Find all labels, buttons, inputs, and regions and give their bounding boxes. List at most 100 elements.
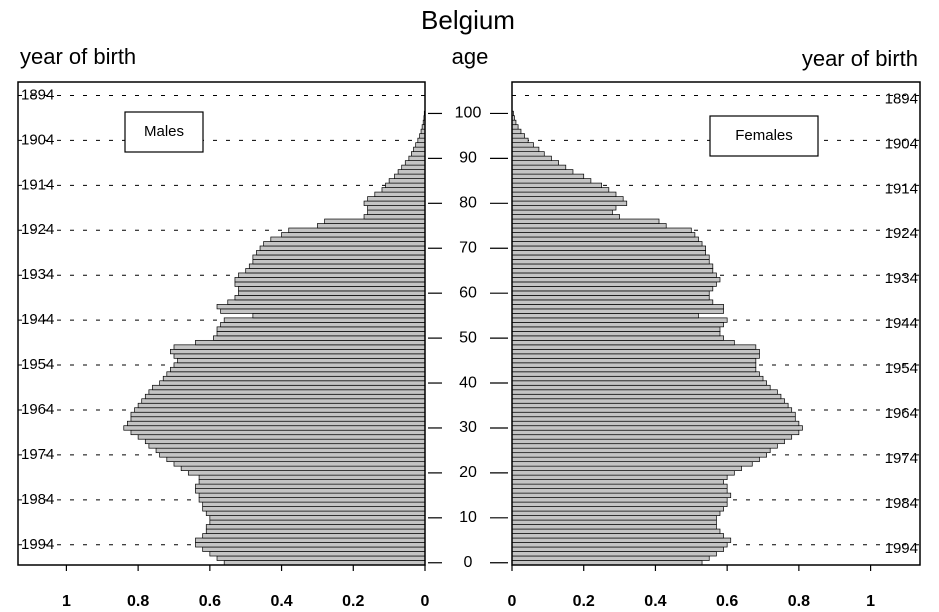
bar [511, 510, 721, 516]
bar [511, 236, 699, 242]
bar [511, 420, 800, 427]
bar [173, 362, 426, 368]
year-tick-label: 1914 [21, 176, 54, 193]
bar [259, 245, 426, 251]
bar [223, 317, 426, 323]
bar [511, 164, 567, 170]
bar [511, 209, 613, 215]
bar [511, 452, 767, 458]
bar [144, 393, 426, 400]
bar [511, 353, 760, 359]
x-tick-label: 1 [62, 593, 71, 610]
bar [195, 339, 426, 346]
bar [408, 155, 426, 161]
bar [511, 178, 592, 184]
bar [511, 393, 782, 400]
bar [511, 389, 778, 395]
year-tick-label: 1964 [21, 401, 54, 418]
bar [205, 528, 426, 534]
year-tick-label: 1974 [21, 446, 54, 463]
bar [173, 344, 426, 350]
bar [511, 182, 602, 188]
bar [252, 313, 426, 319]
x-tick-label: 0.4 [270, 593, 292, 610]
bar [511, 304, 724, 310]
bar [401, 164, 426, 170]
bar [511, 501, 728, 507]
bar [195, 488, 426, 494]
bar [397, 169, 426, 175]
bar [511, 281, 717, 287]
year-tick-label: 1894 [21, 86, 54, 103]
y-tick-label: 60 [459, 284, 477, 301]
bar [511, 524, 717, 530]
x-tick-label: 1 [866, 593, 875, 610]
bar [511, 335, 724, 341]
bar [363, 214, 426, 220]
bar [511, 443, 778, 449]
bar [198, 474, 426, 480]
x-tick-label: 0 [421, 593, 430, 610]
y-tick-label: 80 [459, 195, 477, 212]
year-tick-label: 1914 [885, 180, 918, 197]
bar [220, 308, 426, 314]
year-tick-label: 1994 [21, 536, 54, 553]
bar [216, 304, 426, 310]
bar [187, 470, 426, 476]
bar [511, 191, 617, 197]
year-tick-label: 1954 [885, 360, 918, 377]
y-tick-label: 0 [464, 554, 473, 571]
y-tick-label: 20 [459, 464, 477, 481]
plot-frame [511, 81, 921, 566]
year-tick-label: 1984 [21, 491, 54, 508]
bar [202, 533, 426, 539]
bar [511, 348, 760, 355]
bar [202, 546, 426, 552]
bar [511, 299, 714, 305]
legend-box [124, 111, 204, 153]
bar [511, 519, 717, 525]
y-tick-label: 30 [459, 419, 477, 436]
year-axis-label-right: year of birth [802, 46, 918, 71]
year-tick-label: 1964 [885, 405, 918, 422]
x-tick-label: 0.2 [342, 593, 364, 610]
bar [166, 456, 426, 463]
bar [511, 465, 742, 471]
bar [130, 411, 426, 418]
bar [381, 187, 426, 193]
bar [511, 331, 721, 337]
year-tick-label: 1934 [21, 266, 54, 283]
bar [511, 528, 721, 534]
legend-label: Males [144, 123, 184, 140]
bar [511, 371, 760, 377]
bar [213, 335, 426, 341]
bar [511, 268, 714, 274]
bar [511, 142, 534, 148]
bar [159, 452, 426, 458]
bar [417, 137, 426, 144]
bar [511, 173, 585, 179]
bar [137, 434, 426, 440]
year-tick-label: 1944 [885, 315, 918, 332]
x-tick-label: 0.6 [716, 593, 738, 610]
bar [404, 160, 426, 166]
bar [216, 555, 426, 561]
bar [205, 510, 426, 516]
bar [367, 196, 426, 202]
bar [511, 272, 717, 278]
bar [511, 411, 796, 418]
bar [511, 326, 721, 332]
bar [511, 375, 764, 382]
bar [177, 357, 426, 364]
bar [411, 151, 426, 157]
bar [195, 483, 426, 489]
bar [511, 317, 728, 323]
bar [144, 438, 426, 445]
bar [202, 506, 426, 512]
bar [209, 519, 426, 525]
bar [374, 191, 426, 197]
bar [511, 200, 628, 206]
bar [511, 339, 735, 346]
bar [180, 465, 426, 471]
bar [363, 200, 426, 206]
